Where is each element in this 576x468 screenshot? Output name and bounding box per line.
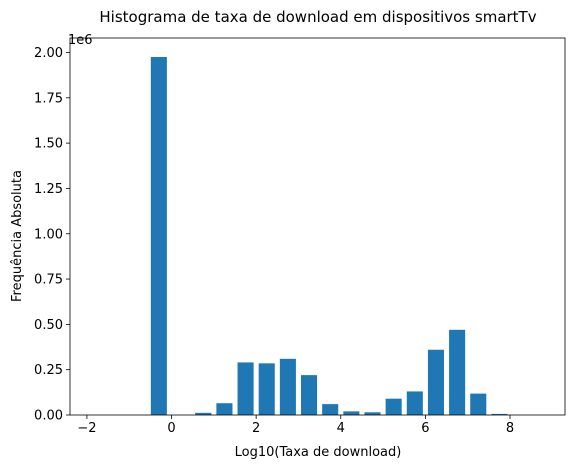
axes-group: −2 0 2 4 6 8 0.00 0.25 0.50 0.75 1.00 1.25 1.50 1.75 2… bbox=[34, 46, 514, 436]
histogram-bar bbox=[237, 362, 254, 415]
x-tick-label: 0 bbox=[167, 421, 175, 436]
y-axis-label: Frequência Absoluta bbox=[10, 170, 25, 302]
histogram-bar bbox=[258, 363, 275, 415]
x-tick-label: −2 bbox=[77, 421, 96, 436]
x-tick-label: 4 bbox=[337, 421, 345, 436]
histogram-bar bbox=[216, 403, 233, 415]
histogram-bar bbox=[343, 411, 360, 415]
histogram-bar bbox=[195, 412, 212, 415]
y-tick-label: 1.25 bbox=[34, 182, 63, 197]
histogram-bar bbox=[301, 375, 318, 415]
y-tick-label: 0.50 bbox=[34, 318, 63, 333]
plot-frame bbox=[69, 37, 566, 416]
histogram-bar bbox=[150, 57, 167, 415]
histogram-bar bbox=[491, 413, 508, 415]
y-tick-label: 1.00 bbox=[34, 227, 63, 242]
histogram-bar bbox=[470, 393, 487, 415]
histogram-bar bbox=[385, 398, 402, 415]
histogram-bar bbox=[406, 391, 423, 415]
y-tick-label: 0.00 bbox=[34, 409, 63, 424]
histogram-bar bbox=[279, 358, 296, 415]
y-tick-label: 0.25 bbox=[34, 363, 63, 378]
x-tick-label: 6 bbox=[421, 421, 429, 436]
y-axis-offset-text: 1e6 bbox=[68, 33, 93, 48]
histogram-bar bbox=[449, 329, 466, 415]
chart-title: Histograma de taxa de download em dispos… bbox=[99, 8, 536, 26]
histogram-bar bbox=[322, 404, 339, 415]
y-tick-label: 2.00 bbox=[34, 46, 63, 61]
x-tick-label: 8 bbox=[506, 421, 514, 436]
x-tick-label: 2 bbox=[252, 421, 260, 436]
histogram-bar bbox=[427, 349, 444, 415]
y-tick-label: 1.75 bbox=[34, 91, 63, 106]
y-tick-label: 1.50 bbox=[34, 137, 63, 152]
bars-group bbox=[150, 57, 508, 415]
y-tick-label: 0.75 bbox=[34, 273, 63, 288]
histogram-bar bbox=[364, 412, 381, 415]
x-axis-label: Log10(Taxa de download) bbox=[235, 445, 402, 460]
